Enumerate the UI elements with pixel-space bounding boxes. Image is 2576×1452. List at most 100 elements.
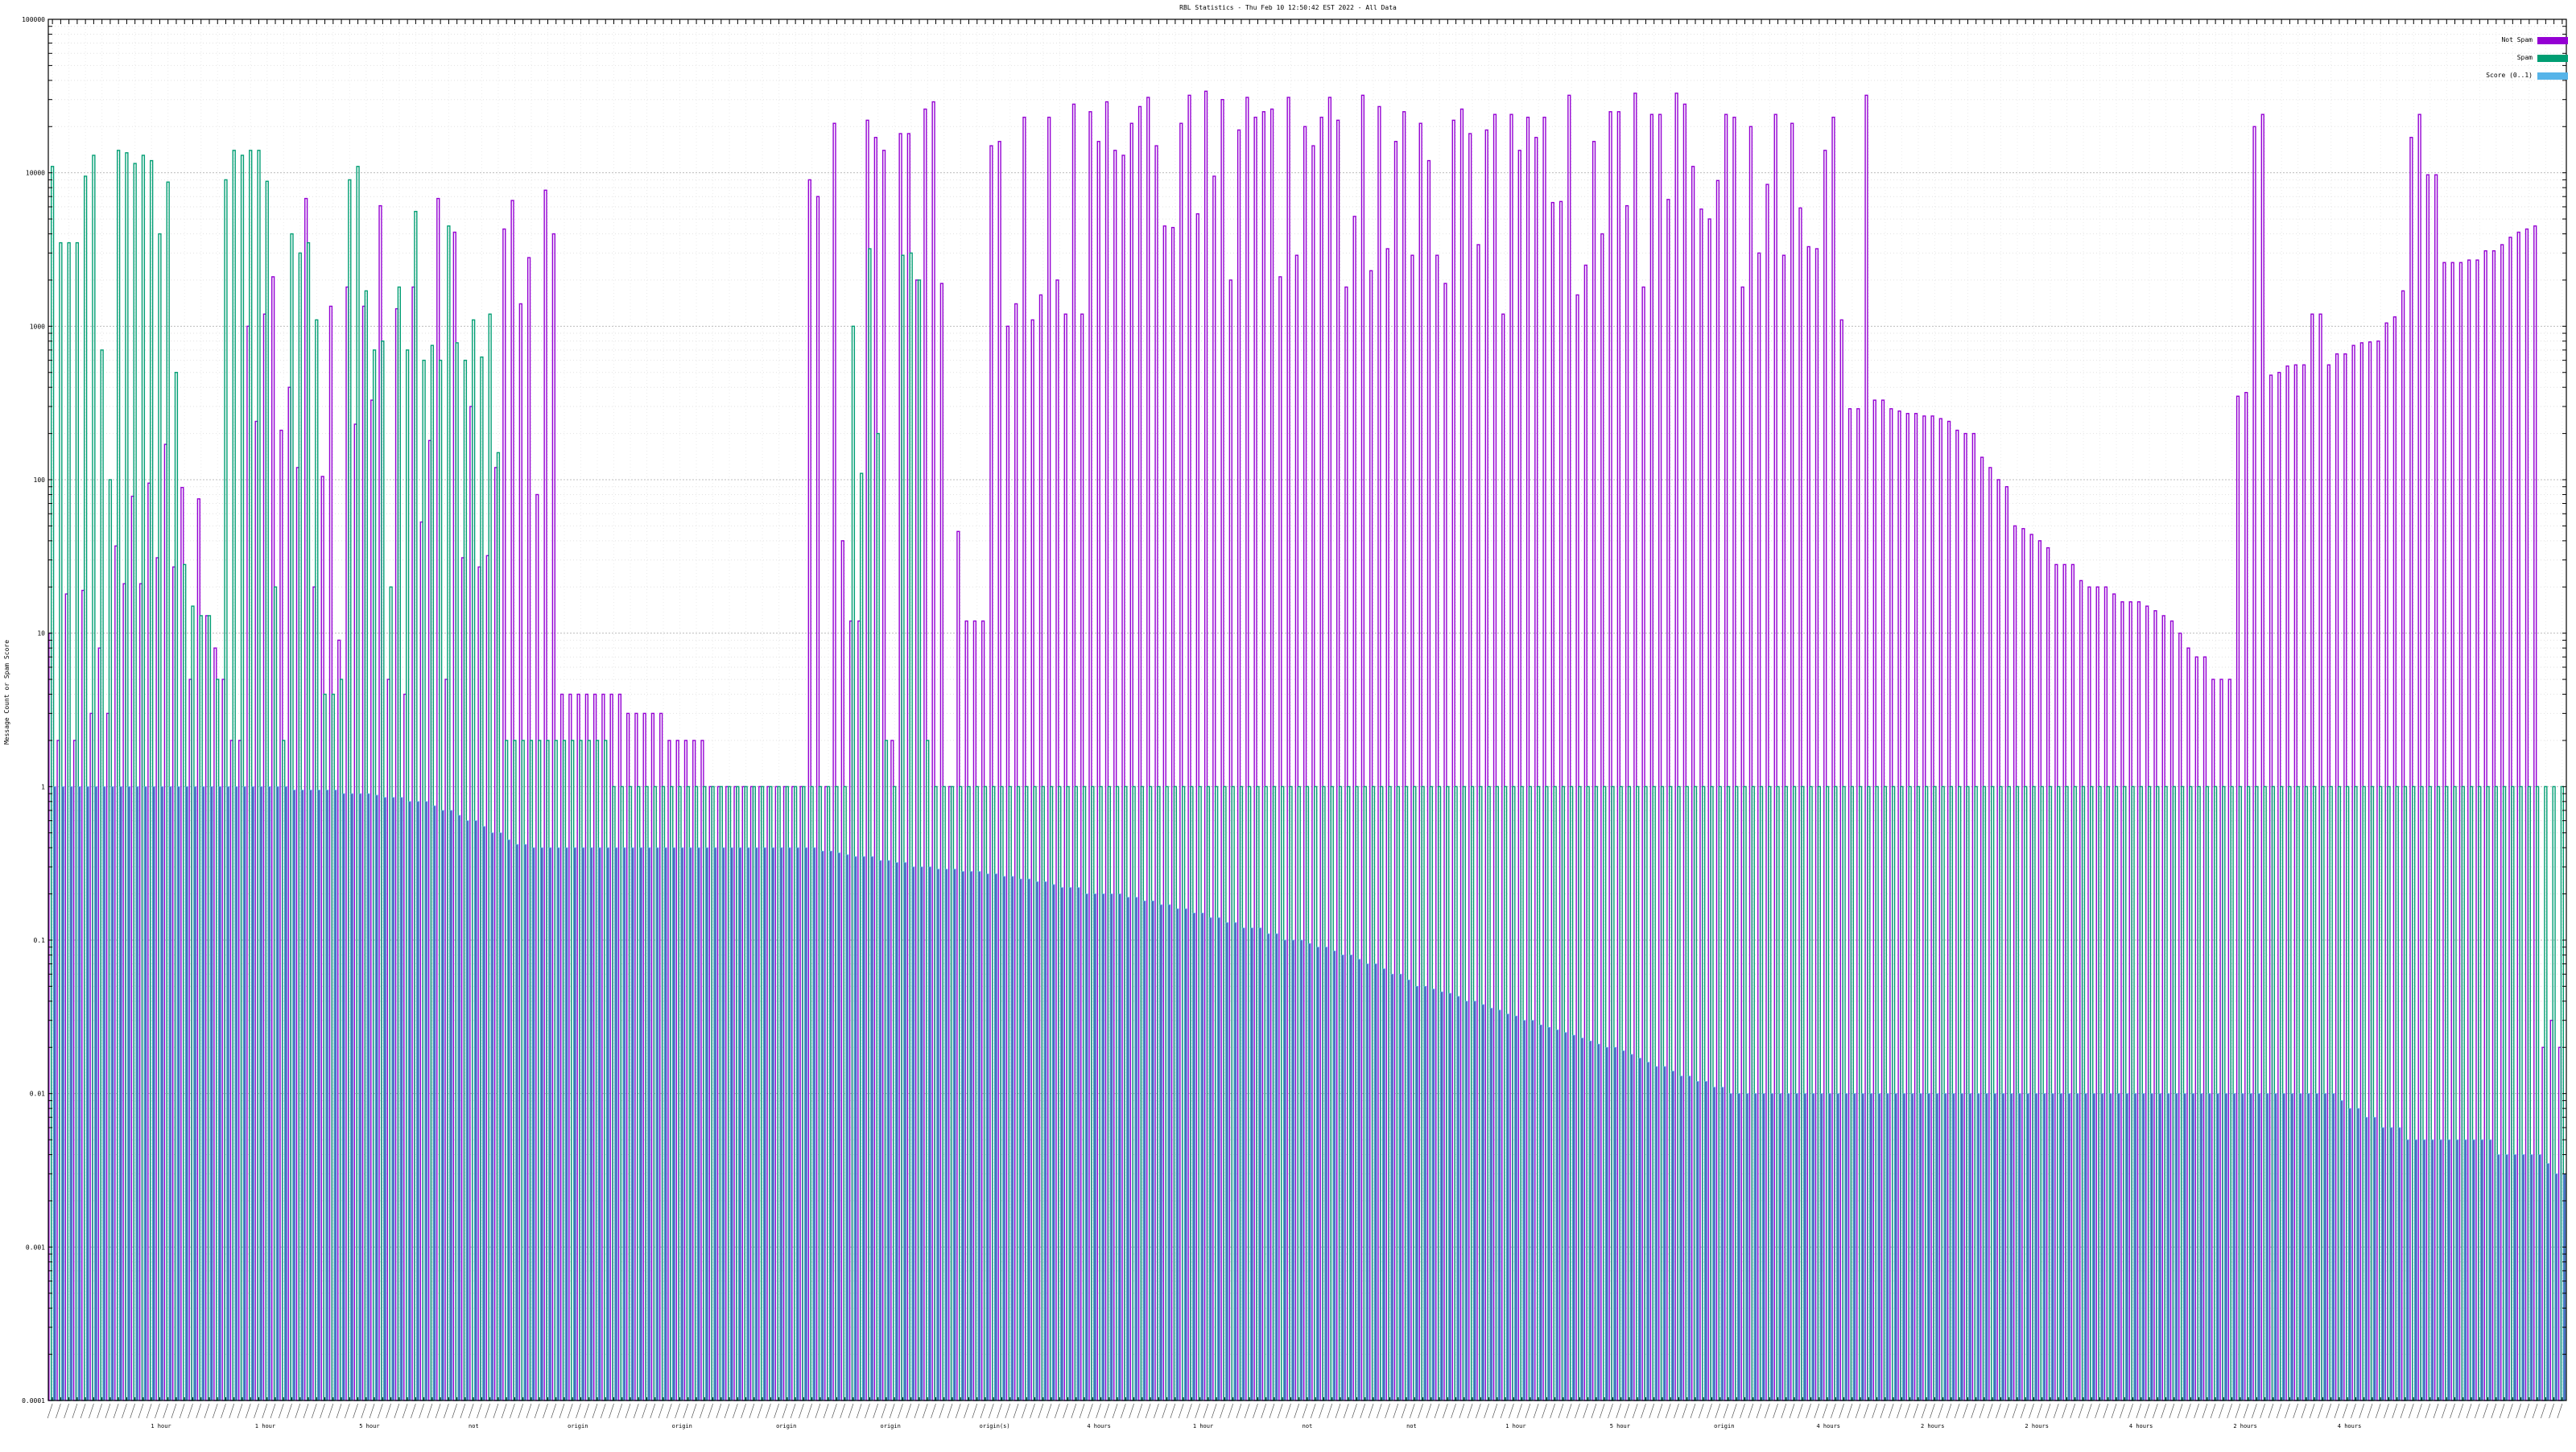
score-bar [259, 786, 263, 1401]
x-label-mark [1129, 1403, 1134, 1419]
x-label-mark [1022, 1403, 1027, 1419]
score-bar [1332, 951, 1336, 1401]
x-label-mark [1781, 1403, 1787, 1419]
score-bar [1316, 947, 1319, 1401]
score-bar [2249, 1093, 2252, 1401]
x-label-mark [493, 1403, 499, 1419]
x-label-mark [2433, 1403, 2439, 1419]
x-label-mark [1013, 1403, 1019, 1419]
x-label-mark [799, 1403, 804, 1419]
x-label-mark [444, 1403, 449, 1419]
y-tick-label: 100 [34, 476, 46, 484]
score-bar [2472, 1139, 2475, 1401]
x-label-mark [2235, 1403, 2241, 1419]
x-label-mark [328, 1403, 334, 1419]
x-label-mark [2334, 1403, 2340, 1419]
score-bar [1828, 1093, 1831, 1401]
x-label-mark [1071, 1403, 1077, 1419]
score-bar [1068, 887, 1072, 1401]
score-bar [325, 790, 329, 1401]
x-label-mark [2020, 1403, 2026, 1419]
x-label-mark [1946, 1403, 1952, 1419]
x-label-mark [774, 1403, 779, 1419]
score-bar [2463, 1139, 2467, 1401]
score-bar [680, 847, 684, 1401]
x-label-mark [89, 1403, 94, 1419]
score-bar [746, 847, 750, 1401]
x-label-mark [1063, 1403, 1068, 1419]
score-bar [77, 786, 81, 1401]
x-label-mark [873, 1403, 878, 1419]
x-label-mark [1897, 1403, 1902, 1419]
x-label-mark [2062, 1403, 2067, 1419]
x-label-mark [1525, 1403, 1531, 1419]
score-bar [2224, 1093, 2228, 1401]
score-bar [1456, 996, 1460, 1401]
score-bar [399, 797, 403, 1401]
score-bar [2125, 1093, 2129, 1401]
x-label-mark [270, 1403, 276, 1419]
score-bar [1877, 1093, 1881, 1401]
x-label-mark [1360, 1403, 1366, 1419]
x-label-mark [1509, 1403, 1514, 1419]
x-label-mark [427, 1403, 433, 1419]
x-label-mark [1211, 1403, 1217, 1419]
score-bar [1514, 1015, 1518, 1401]
x-label-mark [667, 1403, 672, 1419]
x-label-mark [2318, 1403, 2323, 1419]
score-bar [2034, 1093, 2038, 1401]
score-bar [1010, 876, 1014, 1401]
score-bar [1283, 939, 1286, 1401]
x-label-mark [2194, 1403, 2199, 1419]
x-label-mark [716, 1403, 722, 1419]
x-label-mark [1484, 1403, 1489, 1419]
score-bar [523, 844, 527, 1401]
score-bar [1134, 897, 1138, 1401]
x-label-mark [1682, 1403, 1688, 1419]
x-label-mark [898, 1403, 903, 1419]
score-bar [2496, 1154, 2500, 1401]
x-label-mark [105, 1403, 111, 1419]
x-label-mark [419, 1403, 424, 1419]
score-bar [1630, 1054, 1633, 1401]
x-label-mark [2293, 1403, 2298, 1419]
x-label-mark [1888, 1403, 1894, 1419]
x-label-mark [2342, 1403, 2348, 1419]
x-label-mark [1385, 1403, 1390, 1419]
score-bar [251, 786, 254, 1401]
score-bar [631, 847, 634, 1401]
x-label-mark [700, 1403, 705, 1419]
x-label-mark [1987, 1403, 1993, 1419]
x-label-mark [1418, 1403, 1423, 1419]
score-bar [2282, 1093, 2285, 1401]
score-bar [655, 847, 659, 1401]
score-bar [1052, 884, 1055, 1401]
score-bar [1580, 1037, 1584, 1401]
x-label-mark [1566, 1403, 1572, 1419]
x-label-mark [2466, 1403, 2472, 1419]
x-label-mark [2408, 1403, 2414, 1419]
x-label-mark [510, 1403, 515, 1419]
x-label-mark [823, 1403, 829, 1419]
x-label-mark [80, 1403, 86, 1419]
x-label-mark [1203, 1403, 1209, 1419]
score-bar [176, 786, 180, 1401]
score-bar [1151, 900, 1154, 1401]
score-bar [441, 810, 444, 1401]
score-bar [375, 794, 378, 1401]
x-label-mark [1434, 1403, 1440, 1419]
score-bar [713, 847, 717, 1401]
x-label-mark [138, 1403, 144, 1419]
x-label-mark [2078, 1403, 2084, 1419]
x-label-mark [2475, 1403, 2480, 1419]
x-label-mark [1046, 1403, 1052, 1419]
x-label-fragment: 1 hour [151, 1423, 171, 1429]
x-label-fragment: 1 hour [1193, 1423, 1213, 1429]
score-bar [1192, 913, 1196, 1401]
score-bar [1035, 881, 1039, 1401]
x-label-mark [1707, 1403, 1712, 1419]
score-bar [969, 871, 973, 1401]
x-label-mark [2004, 1403, 2010, 1419]
x-label-mark [1244, 1403, 1250, 1419]
